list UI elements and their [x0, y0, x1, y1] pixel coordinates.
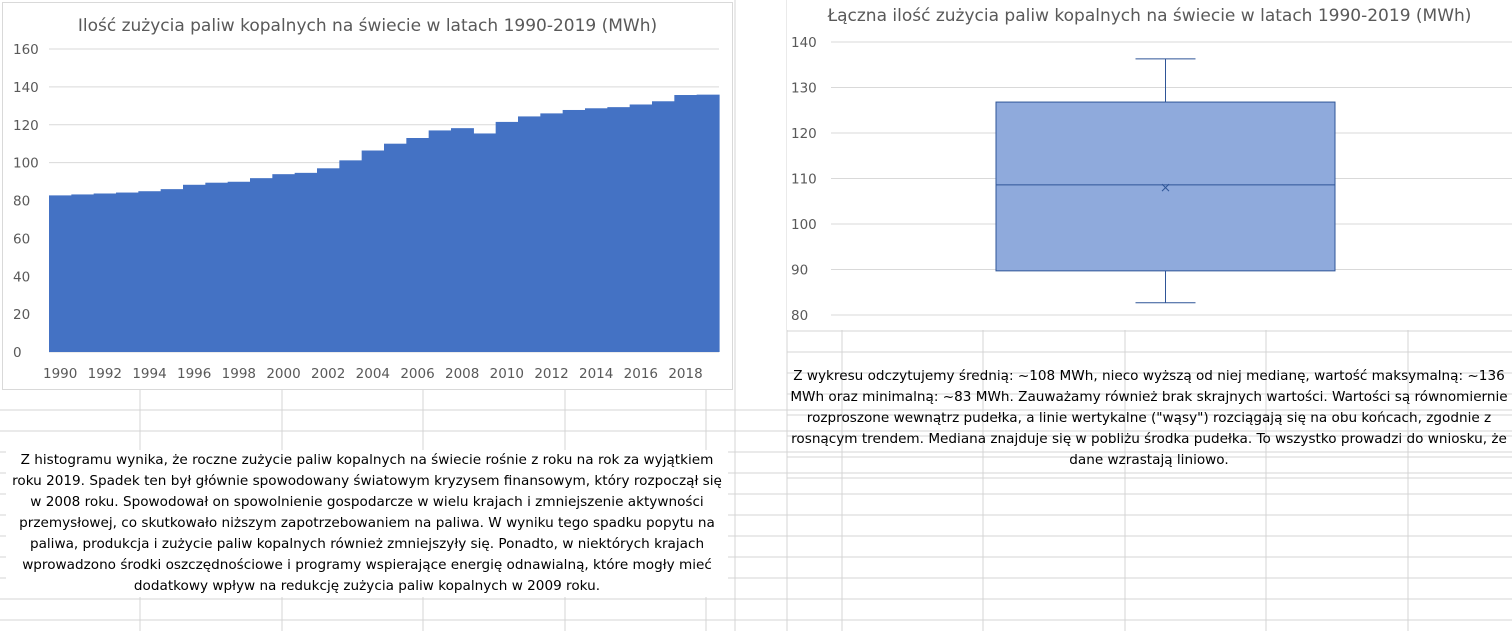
y-tick-label: 160	[13, 42, 39, 58]
x-tick-label: 2008	[445, 366, 479, 382]
iqr-box	[995, 101, 1336, 272]
y-tick-label: 80	[791, 308, 808, 324]
x-tick-label: 1992	[88, 366, 122, 382]
histogram-bar	[585, 108, 608, 352]
histogram-title: Ilość zużycia paliw kopalnych na świecie…	[77, 16, 658, 36]
y-tick-label: 140	[791, 35, 817, 51]
mean-marker	[1161, 183, 1170, 192]
x-tick-label: 1994	[132, 366, 166, 382]
y-tick-label: 60	[13, 231, 30, 247]
histogram-bar	[696, 94, 720, 352]
x-tick-label: 2016	[624, 366, 658, 382]
histogram-bar	[629, 104, 653, 352]
histogram-bar	[317, 168, 340, 352]
histogram-bar	[428, 130, 452, 352]
x-tick-label: 2018	[668, 366, 702, 382]
y-tick-label: 80	[13, 194, 30, 210]
histogram-bar	[116, 192, 139, 352]
histogram-bar	[607, 107, 631, 352]
histogram-bar	[71, 194, 95, 352]
y-tick-label: 20	[13, 307, 30, 323]
histogram-bar	[272, 174, 296, 352]
histogram-bar	[183, 184, 206, 352]
y-tick-label: 110	[791, 172, 817, 188]
histogram-bar	[361, 150, 385, 352]
x-tick-label: 2014	[579, 366, 613, 382]
y-tick-label: 100	[791, 217, 817, 233]
histogram-description: Z histogramu wynika, że roczne zużycie p…	[6, 450, 728, 597]
y-tick-label: 40	[13, 269, 30, 285]
y-tick-label: 120	[13, 118, 39, 134]
histogram-bar	[652, 101, 675, 352]
boxplot-description: Z wykresu odczytujemy średnią: ~108 MWh,…	[790, 368, 1508, 468]
x-tick-label: 1998	[222, 366, 256, 382]
histogram-bar	[227, 181, 251, 352]
histogram-bar	[339, 160, 363, 352]
histogram-bar	[406, 138, 430, 352]
histogram-bar	[451, 128, 474, 352]
histogram-bar	[205, 182, 229, 352]
histogram-bar	[518, 116, 541, 352]
x-tick-label: 2004	[356, 366, 390, 382]
x-tick-label: 2000	[266, 366, 300, 382]
histogram-chart[interactable]: Ilość zużycia paliw kopalnych na świecie…	[2, 2, 733, 390]
x-tick-label: 2002	[311, 366, 345, 382]
histogram-bar	[384, 143, 407, 352]
x-tick-label: 2006	[400, 366, 434, 382]
histogram-bar	[540, 113, 564, 352]
x-tick-label: 1990	[43, 366, 77, 382]
y-tick-label: 130	[791, 81, 817, 97]
y-tick-label: 120	[791, 126, 817, 142]
histogram-bar	[294, 172, 318, 352]
histogram-bar	[473, 133, 497, 352]
boxplot-title: Łączna ilość zużycia paliw kopalnych na …	[827, 6, 1472, 26]
x-tick-label: 1996	[177, 366, 211, 382]
histogram-bar	[49, 195, 72, 352]
x-tick-label: 2012	[534, 366, 568, 382]
histogram-bar	[160, 189, 184, 352]
boxplot-chart[interactable]: Łączna ilość zużycia paliw kopalnych na …	[787, 0, 1512, 330]
y-tick-label: 90	[791, 263, 808, 279]
histogram-bar	[562, 109, 586, 352]
boxplot-plot: 80 90 100 110 120 130 140	[791, 35, 1512, 324]
histogram-bar	[495, 121, 519, 352]
histogram-bar	[93, 193, 117, 352]
y-tick-label: 100	[13, 156, 39, 172]
x-tick-label: 2010	[490, 366, 524, 382]
y-tick-label: 140	[13, 80, 39, 96]
histogram-bar	[250, 178, 273, 352]
histogram-bar	[674, 95, 698, 352]
histogram-bar	[138, 191, 162, 352]
y-tick-label: 0	[13, 345, 22, 361]
histogram-plot: 0 20 40 60 80 100 120 140 160 1990 1992 1994 1996 199…	[13, 42, 720, 382]
